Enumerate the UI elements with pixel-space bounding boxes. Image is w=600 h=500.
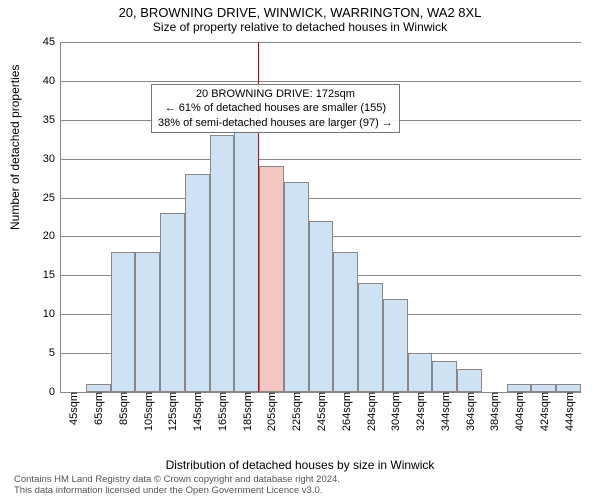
x-tick-label: 245sqm — [314, 392, 328, 431]
histogram-bar — [531, 384, 556, 392]
chart-subtitle: Size of property relative to detached ho… — [0, 21, 600, 35]
x-tick-label: 185sqm — [240, 392, 254, 431]
chart-title: 20, BROWNING DRIVE, WINWICK, WARRINGTON,… — [0, 0, 600, 21]
annotation-box: 20 BROWNING DRIVE: 172sqm ← 61% of detac… — [151, 84, 400, 133]
x-tick-label: 344sqm — [438, 392, 452, 431]
gridline — [61, 81, 581, 82]
histogram-bar — [135, 252, 160, 392]
annotation-line1: 20 BROWNING DRIVE: 172sqm — [158, 87, 393, 101]
x-tick-label: 364sqm — [463, 392, 477, 431]
footer-text: Contains HM Land Registry data © Crown c… — [14, 475, 340, 497]
y-tick-label: 5 — [49, 347, 61, 359]
gridline — [61, 198, 581, 199]
histogram-bar — [234, 104, 259, 392]
y-tick-label: 40 — [43, 75, 61, 87]
histogram-bar — [309, 221, 334, 392]
histogram-bar — [160, 213, 185, 392]
histogram-bar — [284, 182, 309, 392]
footer-line2: This data information licensed under the… — [14, 486, 340, 497]
histogram-bar — [507, 384, 532, 392]
histogram-bar — [457, 369, 482, 392]
x-tick-label: 264sqm — [339, 392, 353, 431]
x-tick-label: 85sqm — [116, 392, 130, 425]
x-tick-label: 125sqm — [165, 392, 179, 431]
x-tick-label: 324sqm — [413, 392, 427, 431]
histogram-bar — [432, 361, 457, 392]
y-tick-label: 25 — [43, 192, 61, 204]
x-tick-label: 304sqm — [388, 392, 402, 431]
histogram-bar — [358, 283, 383, 392]
x-tick-label: 165sqm — [215, 392, 229, 431]
y-tick-label: 20 — [43, 230, 61, 242]
x-tick-label: 45sqm — [66, 392, 80, 425]
y-tick-label: 45 — [43, 36, 61, 48]
histogram-bar — [383, 299, 408, 392]
y-tick-label: 15 — [43, 269, 61, 281]
x-tick-label: 284sqm — [364, 392, 378, 431]
x-tick-label: 404sqm — [512, 392, 526, 431]
histogram-bar — [86, 384, 111, 392]
histogram-bar — [185, 174, 210, 392]
histogram-bar — [408, 353, 433, 392]
histogram-bar — [210, 135, 235, 392]
x-tick-label: 384sqm — [487, 392, 501, 431]
x-tick-label: 444sqm — [562, 392, 576, 431]
histogram-bar — [556, 384, 581, 392]
gridline — [61, 42, 581, 43]
histogram-bar — [333, 252, 358, 392]
x-tick-label: 205sqm — [264, 392, 278, 431]
y-tick-label: 10 — [43, 308, 61, 320]
y-tick-label: 0 — [49, 386, 61, 398]
chart-container: 20, BROWNING DRIVE, WINWICK, WARRINGTON,… — [0, 0, 600, 500]
x-tick-label: 424sqm — [537, 392, 551, 431]
annotation-line3: 38% of semi-detached houses are larger (… — [158, 116, 393, 130]
x-tick-label: 65sqm — [91, 392, 105, 425]
plot-area: 20 BROWNING DRIVE: 172sqm ← 61% of detac… — [60, 42, 581, 393]
y-tick-label: 30 — [43, 153, 61, 165]
y-tick-label: 35 — [43, 114, 61, 126]
histogram-bar — [111, 252, 136, 392]
x-axis-label: Distribution of detached houses by size … — [0, 458, 600, 472]
y-axis-label: Number of detached properties — [8, 65, 22, 230]
gridline — [61, 159, 581, 160]
annotation-line2: ← 61% of detached houses are smaller (15… — [158, 101, 393, 115]
histogram-bar — [259, 166, 284, 392]
x-tick-label: 105sqm — [141, 392, 155, 431]
x-tick-label: 225sqm — [289, 392, 303, 431]
x-tick-label: 145sqm — [190, 392, 204, 431]
